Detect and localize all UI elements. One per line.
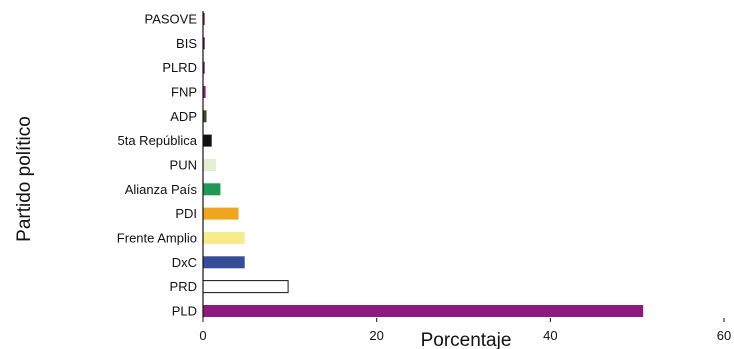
bar-5ta-rep-blica xyxy=(203,134,212,147)
bar-frente-amplio xyxy=(203,232,245,244)
category-label: PRD xyxy=(170,279,197,294)
category-labels: PASOVE BIS PLRD FNP ADP 5ta República PUN Alian… xyxy=(117,12,198,319)
x-tick-label: 60 xyxy=(717,328,731,343)
category-label: Alianza País xyxy=(125,182,198,197)
x-ticks: 0 20 40 60 xyxy=(199,318,731,343)
bar-pasove xyxy=(203,13,205,25)
bar-pun xyxy=(203,159,216,171)
bar-plrd xyxy=(203,61,205,74)
bar-dxc xyxy=(203,256,245,269)
category-label: ADP xyxy=(170,109,197,124)
category-label: PLRD xyxy=(162,60,197,75)
bar-adp xyxy=(203,110,207,123)
bars-layer xyxy=(202,13,644,317)
bar-alianza-pa-s xyxy=(203,183,221,196)
category-label: PDI xyxy=(175,206,197,221)
bar-fnp xyxy=(203,86,206,98)
x-axis-title: Porcentaje xyxy=(421,330,512,349)
category-label: Frente Amplio xyxy=(117,231,197,246)
x-tick-label: 20 xyxy=(369,328,383,343)
category-label: BIS xyxy=(176,36,197,51)
category-label: 5ta República xyxy=(118,133,198,148)
category-label: DxC xyxy=(172,255,197,270)
bar-pdi xyxy=(203,207,239,220)
bar-bis xyxy=(203,37,205,50)
bar-prd xyxy=(202,280,289,294)
y-axis-title: Partido político xyxy=(14,116,35,242)
category-label: PLD xyxy=(172,304,197,319)
x-tick-label: 40 xyxy=(543,328,557,343)
bar-pld xyxy=(203,305,644,317)
category-label: PUN xyxy=(170,158,197,173)
x-tick-label: 0 xyxy=(199,328,206,343)
category-label: PASOVE xyxy=(144,12,197,27)
category-label: FNP xyxy=(171,85,197,100)
